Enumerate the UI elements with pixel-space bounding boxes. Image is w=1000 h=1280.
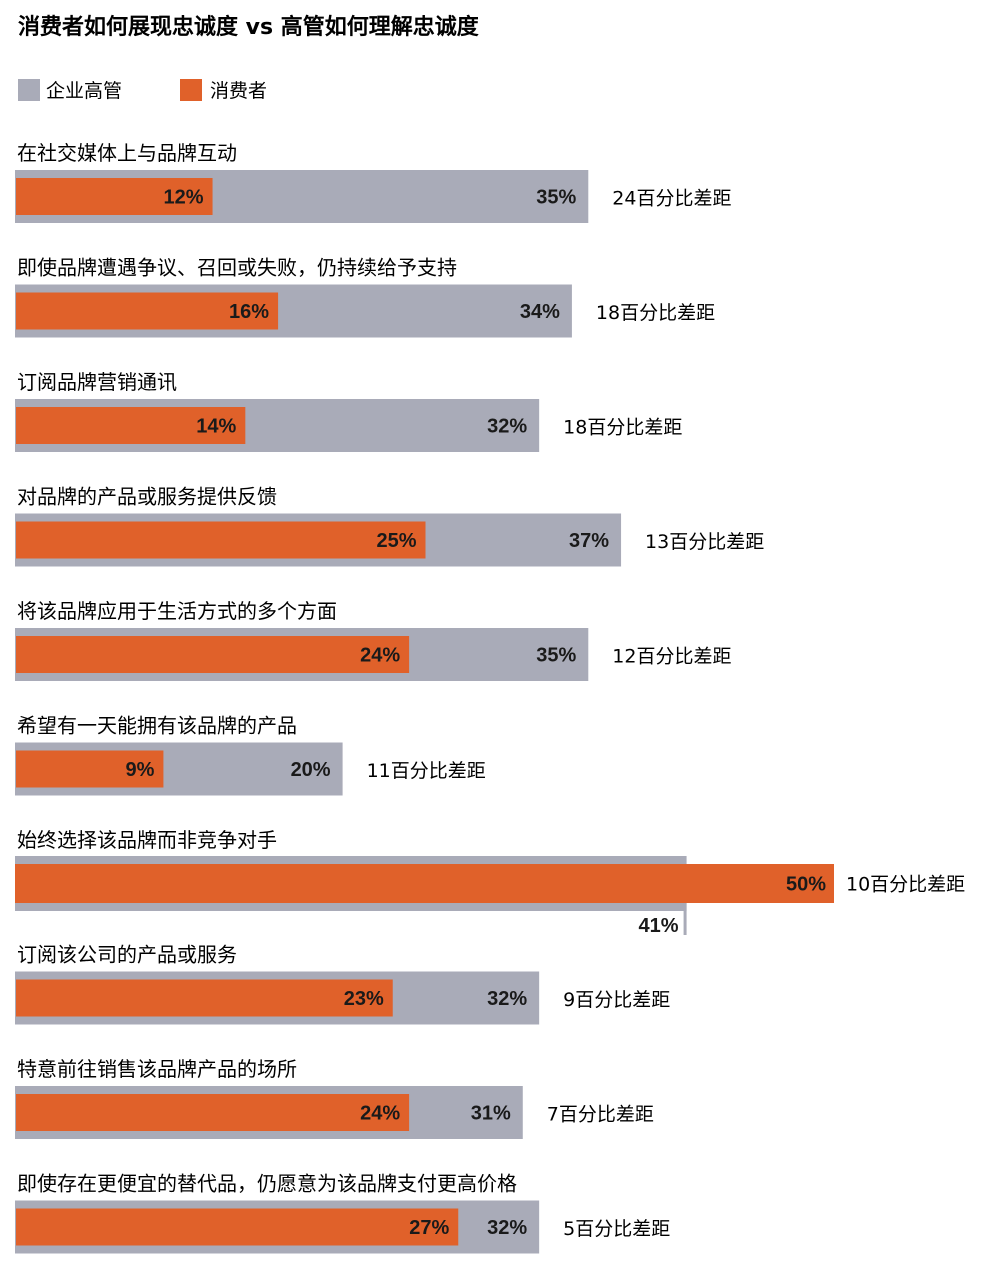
value-label-consumers: 50% — [786, 874, 826, 896]
legend-swatch-consumers — [180, 79, 202, 101]
value-label-consumers: 16% — [229, 301, 269, 323]
chart-rows: 在社交媒体上与品牌互动 12% 35% 24百分比差距即使品牌遭遇争议、召回或失败，仍… — [15, 141, 965, 1254]
category-label: 订阅品牌营销通讯 — [17, 370, 177, 394]
bar-consumers — [15, 864, 834, 903]
gap-label: 24百分比差距 — [612, 188, 731, 210]
value-label-executives: 37% — [569, 530, 609, 552]
gap-label: 11百分比差距 — [367, 760, 486, 782]
bar-consumers — [16, 407, 246, 444]
chart-title: 消费者如何展现忠诚度 vs 高管如何理解忠诚度 — [18, 14, 480, 40]
bar-consumers — [16, 521, 426, 559]
bar-consumers — [16, 979, 393, 1017]
value-label-consumers: 24% — [360, 645, 400, 667]
gap-label: 9百分比差距 — [563, 989, 670, 1011]
bar-executives-tick — [683, 903, 687, 935]
value-label-consumers: 14% — [196, 416, 236, 438]
gap-label: 13百分比差距 — [645, 531, 764, 553]
bar-consumers — [16, 750, 164, 788]
category-label: 在社交媒体上与品牌互动 — [17, 141, 237, 165]
legend-label-consumers: 消费者 — [210, 80, 267, 102]
value-label-executives: 32% — [487, 988, 527, 1010]
value-label-executives: 35% — [536, 645, 576, 667]
gap-label: 10百分比差距 — [846, 874, 965, 896]
bar-consumers — [16, 1094, 410, 1131]
gap-label: 5百分比差距 — [563, 1218, 670, 1240]
value-label-executives: 32% — [487, 416, 527, 438]
value-label-executives: 20% — [291, 759, 331, 781]
value-label-consumers: 24% — [360, 1103, 400, 1125]
category-label: 即使品牌遭遇争议、召回或失败，仍持续给予支持 — [17, 256, 457, 280]
legend-swatch-executives — [18, 79, 40, 101]
value-label-consumers: 12% — [164, 187, 204, 209]
value-label-executives: 32% — [487, 1217, 527, 1239]
value-label-executives: 41% — [639, 915, 679, 937]
category-label: 对品牌的产品或服务提供反馈 — [17, 485, 277, 509]
category-label: 始终选择该品牌而非竞争对手 — [17, 828, 277, 852]
bar-consumers — [16, 178, 213, 215]
value-label-consumers: 23% — [344, 988, 384, 1010]
gap-label: 18百分比差距 — [563, 417, 682, 439]
bar-consumers — [16, 292, 279, 330]
category-label: 订阅该公司的产品或服务 — [17, 943, 237, 967]
category-label: 即使存在更便宜的替代品，仍愿意为该品牌支付更高价格 — [17, 1172, 517, 1196]
value-label-consumers: 9% — [126, 759, 155, 781]
legend-label-executives: 企业高管 — [46, 80, 122, 102]
gap-label: 12百分比差距 — [612, 646, 731, 668]
bar-consumers — [16, 1208, 459, 1246]
category-label: 特意前往销售该品牌产品的场所 — [17, 1057, 297, 1081]
legend: 企业高管 消费者 — [18, 79, 267, 102]
gap-label: 7百分比差距 — [547, 1104, 654, 1126]
value-label-executives: 35% — [536, 187, 576, 209]
value-label-consumers: 25% — [376, 530, 416, 552]
gap-label: 18百分比差距 — [596, 302, 715, 324]
bar-consumers — [16, 636, 410, 673]
category-label: 希望有一天能拥有该品牌的产品 — [17, 714, 297, 738]
value-label-consumers: 27% — [409, 1217, 449, 1239]
category-label: 将该品牌应用于生活方式的多个方面 — [17, 599, 337, 623]
value-label-executives: 34% — [520, 301, 560, 323]
value-label-executives: 31% — [471, 1103, 511, 1125]
